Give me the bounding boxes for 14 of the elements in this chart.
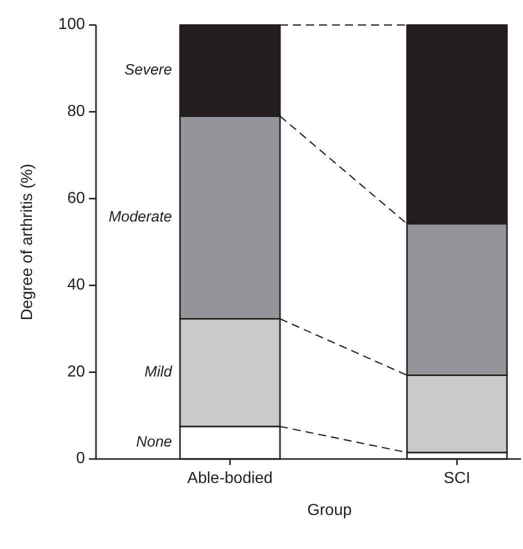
y-tick-label: 100 xyxy=(58,16,86,34)
x-tick-label: Able-bodied xyxy=(187,470,273,487)
series-label: Moderate xyxy=(108,208,172,226)
series-label: Mild xyxy=(144,364,173,381)
y-tick-label: 80 xyxy=(67,103,86,120)
y-tick-label: 20 xyxy=(67,363,86,380)
x-axis-title: Group xyxy=(307,502,352,519)
x-tick-label: SCI xyxy=(444,470,470,487)
y-axis-title: Degree of arthritis (%) xyxy=(19,164,36,320)
y-tick-label: 0 xyxy=(76,450,86,468)
y-tick-label: 40 xyxy=(67,276,86,294)
series-label: None xyxy=(136,434,172,451)
series-label: Severe xyxy=(124,62,172,79)
y-tick-label: 60 xyxy=(67,190,86,207)
